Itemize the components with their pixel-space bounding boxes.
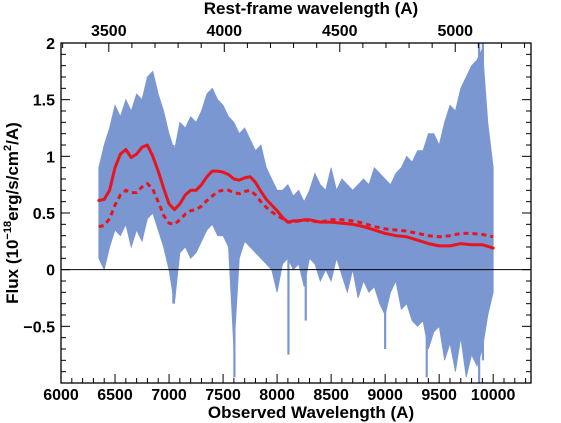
ticks-layer: 6000 6500 7000 7500 8000 8500 9000 9500 10000 −0.… xyxy=(23,23,531,404)
y-tick-label: 1.5 xyxy=(33,93,55,110)
top-axis-title: Rest-frame wavelength (A) xyxy=(204,0,418,18)
y-axis-title-exp: −18 xyxy=(2,221,14,240)
x-tick-label: 6500 xyxy=(97,387,133,404)
model-line-dashed xyxy=(98,182,494,239)
y-axis-title-post: /A) xyxy=(3,122,22,145)
top-tick-label: 3500 xyxy=(91,23,127,40)
y-tick-label: 0 xyxy=(46,263,55,280)
y-axis-title-exp2: 2 xyxy=(2,145,14,151)
model-line-solid xyxy=(97,143,495,250)
y-tick-label: 1 xyxy=(46,149,55,166)
x-tick-label: 8500 xyxy=(313,387,349,404)
spectrum-band-layer xyxy=(98,43,494,383)
x-tick-label: 10000 xyxy=(471,387,516,404)
top-tick-label: 4500 xyxy=(322,23,358,40)
x-axis-title: Observed Wavelength (A) xyxy=(208,403,414,422)
y-axis-title: Flux (10−18erg/s/cm2/A) xyxy=(2,122,22,304)
x-tick-label: 8000 xyxy=(259,387,295,404)
y-axis-title-pre: Flux (10 xyxy=(3,240,22,304)
y-axis-title-mid: erg/s/cm xyxy=(3,151,22,221)
x-tick-label: 9500 xyxy=(421,387,457,404)
x-tick-label: 9000 xyxy=(367,387,403,404)
top-tick-label: 5000 xyxy=(437,23,473,40)
spectrum-band xyxy=(98,47,494,378)
x-tick-label: 6000 xyxy=(43,387,79,404)
y-tick-label: 2 xyxy=(46,36,55,53)
model-line-layer xyxy=(97,143,495,250)
y-tick-label: −0.5 xyxy=(23,319,55,336)
y-tick-label: 0.5 xyxy=(33,206,55,223)
x-tick-label: 7500 xyxy=(205,387,241,404)
top-tick-label: 4000 xyxy=(206,23,242,40)
x-tick-label: 7000 xyxy=(151,387,187,404)
